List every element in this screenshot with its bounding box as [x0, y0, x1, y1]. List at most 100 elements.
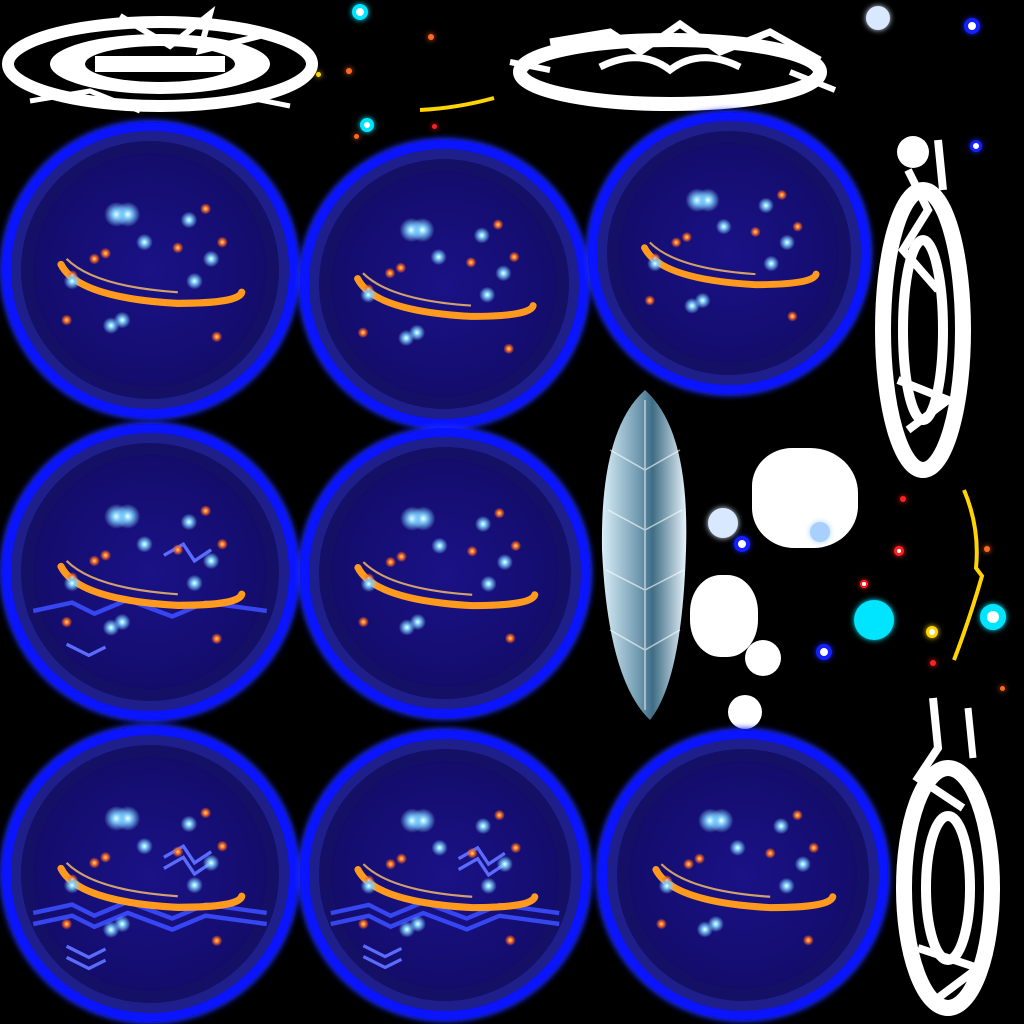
star-particle	[202, 552, 220, 570]
swirl-ring	[362, 863, 473, 898]
sparkle-icon	[432, 124, 437, 129]
star-particle	[474, 817, 492, 835]
sparkle-icon	[816, 644, 832, 660]
spark-particle	[384, 267, 396, 279]
sparkle-icon	[866, 6, 890, 30]
sparkle-icon	[810, 522, 830, 542]
spark-particle	[764, 847, 776, 859]
spark-particle	[61, 918, 73, 930]
spark-particle	[211, 935, 223, 947]
sparkle-icon	[352, 4, 368, 20]
star-particle	[186, 574, 203, 592]
sparkle-icon	[984, 546, 990, 552]
star-particle	[63, 272, 81, 290]
spark-particle	[681, 231, 693, 243]
star-particle	[360, 286, 377, 303]
star-particle	[763, 255, 780, 272]
spark-particle	[357, 616, 369, 628]
swirl-ring	[57, 562, 246, 609]
star-particle	[779, 234, 795, 251]
spark-particle	[510, 842, 522, 854]
sparkle-icon	[745, 640, 781, 676]
star-particle	[480, 877, 497, 895]
lightning-icon	[65, 955, 107, 971]
magic-circle-icon	[509, 19, 837, 111]
spark-particle	[395, 262, 407, 274]
sparkle-icon	[708, 508, 738, 538]
lightning-icon	[952, 489, 985, 661]
spark-particle	[466, 847, 478, 859]
star-particle	[473, 227, 490, 244]
spark-particle	[792, 221, 803, 232]
spark-particle	[216, 236, 228, 248]
spark-particle	[172, 846, 184, 858]
spark-particle	[466, 545, 478, 557]
sparkle-icon	[964, 18, 980, 34]
spark-particle	[808, 842, 820, 854]
star-particle	[411, 808, 436, 833]
spark-particle	[750, 226, 761, 238]
star-particle	[496, 553, 513, 571]
orb-frame-4	[2, 424, 298, 720]
spark-particle	[683, 858, 695, 870]
spark-particle	[504, 632, 516, 644]
orb-frame-7	[300, 730, 590, 1020]
swirl-ring	[649, 241, 756, 276]
swirl-ring	[65, 258, 178, 294]
lightning-icon	[457, 856, 506, 878]
sparkle-icon	[360, 118, 374, 132]
spark-particle	[88, 253, 100, 265]
star-particle	[186, 272, 203, 290]
spark-particle	[200, 807, 212, 819]
orb-frame-3	[588, 112, 870, 394]
spark-particle	[504, 934, 516, 946]
orb-art	[641, 188, 820, 322]
star-particle	[102, 921, 120, 938]
spark-particle	[776, 189, 788, 201]
star-particle	[136, 535, 153, 553]
orb-art	[652, 808, 837, 946]
lightning-icon	[32, 910, 268, 932]
swirl-ring	[354, 866, 539, 912]
spark-particle	[172, 242, 184, 254]
spark-particle	[493, 809, 505, 821]
sparkle-icon	[854, 600, 894, 640]
ice-shard-icon	[601, 390, 687, 720]
spark-particle	[508, 251, 520, 263]
star-particle	[684, 297, 700, 314]
spark-particle	[357, 327, 369, 338]
swirl-ring	[65, 560, 178, 596]
sparkle-icon	[894, 546, 904, 556]
sparkle-icon	[980, 604, 1006, 630]
spark-particle	[99, 247, 112, 259]
magic-circle-icon	[896, 697, 1000, 1016]
spark-particle	[694, 853, 705, 865]
spark-particle	[211, 331, 223, 343]
spark-particle	[385, 556, 397, 568]
star-particle	[115, 805, 141, 831]
spark-particle	[791, 809, 803, 821]
orb-frame-6	[2, 726, 298, 1022]
sparkle-icon	[316, 72, 321, 77]
lightning-icon	[163, 855, 213, 877]
sparkle-icon	[690, 575, 758, 657]
sparkle-icon	[926, 626, 938, 638]
star-particle	[202, 854, 220, 872]
star-particle	[102, 619, 120, 636]
swirl-ring	[57, 260, 246, 307]
spark-particle	[172, 544, 184, 556]
star-particle	[398, 921, 416, 938]
star-particle	[360, 877, 377, 895]
star-particle	[479, 286, 496, 303]
star-particle	[496, 855, 513, 873]
star-particle	[758, 197, 774, 214]
spark-particle	[211, 633, 223, 645]
star-particle	[115, 503, 141, 529]
swirl-ring	[652, 866, 837, 912]
star-particle	[115, 201, 141, 227]
lightning-icon	[65, 944, 107, 960]
orb-art	[32, 805, 268, 971]
orb-frame-2	[300, 140, 588, 428]
swirl-ring	[354, 564, 539, 610]
